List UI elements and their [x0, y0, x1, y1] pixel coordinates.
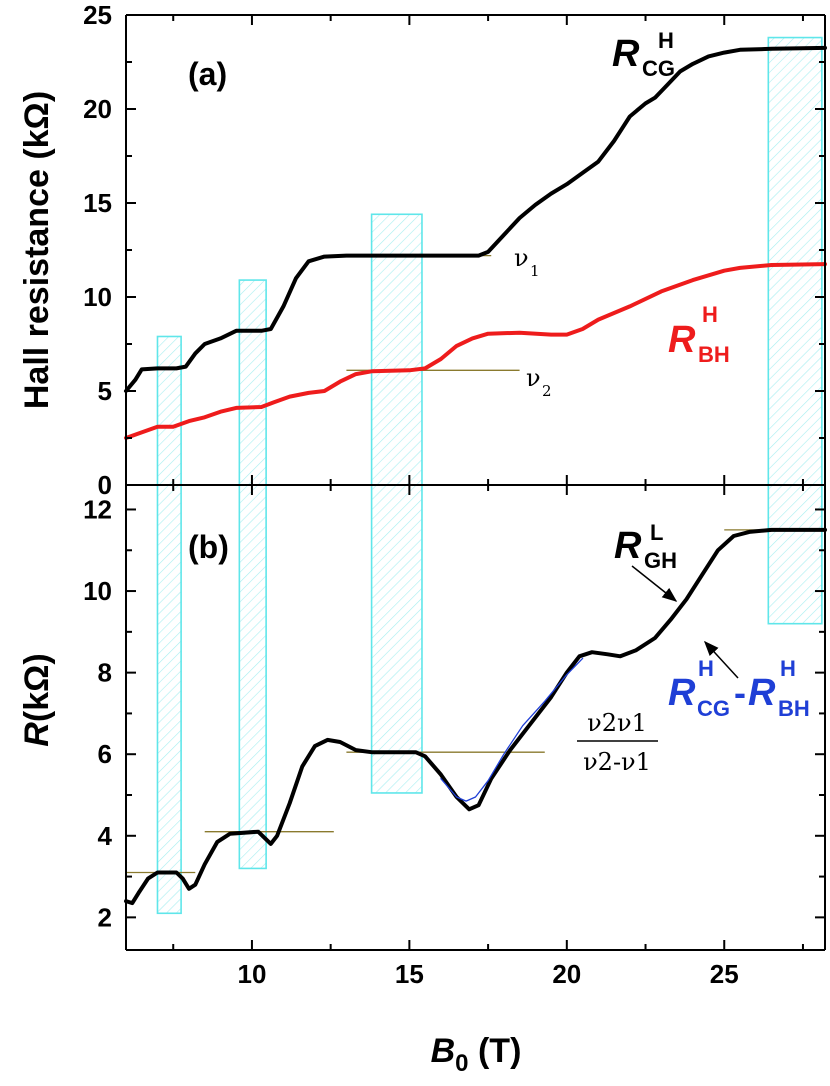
x-axis-title: B0 (T)	[431, 1032, 522, 1077]
arrow-r-gh-l	[631, 565, 678, 602]
label-nu2-main: ν	[526, 364, 541, 392]
label-r-bh-h: R BH H	[668, 302, 730, 367]
label-r-cg-minus-r-bh: R CG H - R BH H	[668, 656, 810, 721]
label-rbh-sub: BH	[778, 696, 810, 721]
label-r-gh-l-sub: GH	[644, 548, 677, 573]
label-r-cg-h-sub: CG	[642, 56, 675, 81]
y-tick-label-1-6: 6	[98, 739, 112, 769]
label-r-gh-l-main: R	[614, 525, 642, 567]
label-r-bh-h-sup: H	[702, 302, 718, 327]
series-line-0-0	[124, 45, 827, 393]
panel-b-frame	[125, 484, 826, 951]
y-tick-label-0-5: 5	[98, 376, 112, 406]
label-r-gh-l: R GH L	[614, 520, 677, 573]
series-line-1-0	[124, 527, 827, 906]
y-tick-label-1-4: 4	[98, 821, 113, 851]
label-rbh-main: R	[748, 672, 776, 714]
data-curves	[124, 45, 827, 906]
label-r-bh-h-sub: BH	[698, 342, 730, 367]
y-tick-label-1-2: 2	[98, 902, 112, 932]
hatched-box-2	[370, 213, 423, 794]
label-rbh-sup: H	[780, 656, 796, 681]
label-rcg-sup: H	[698, 656, 714, 681]
label-rcg-sub: CG	[697, 696, 730, 721]
label-r-cg-h-sup: H	[658, 28, 674, 53]
label-nu2-sub: 2	[542, 382, 552, 400]
y-axis-title-a: Hall resistance (kΩ)	[18, 91, 56, 409]
label-nu1: ν 1	[514, 244, 540, 280]
hatched-box-1	[238, 279, 267, 870]
label-nu1-sub: 1	[530, 262, 540, 280]
series-line-0-1	[124, 262, 827, 440]
hatched-box-3	[767, 36, 823, 625]
y-tick-label-1-8: 8	[98, 658, 112, 688]
y-tick-label-0-15: 15	[83, 188, 112, 218]
formula-numerator: ν2ν1	[587, 709, 647, 737]
panel-a-frame	[125, 14, 826, 485]
y-tick-label-0-25: 25	[83, 0, 112, 30]
label-r-cg-h-main: R	[612, 33, 640, 75]
formula-denominator: ν2-ν1	[583, 748, 651, 776]
x-tick-label-25: 25	[710, 959, 739, 989]
panel-label-a: (a)	[188, 56, 227, 92]
series-line-1-1	[440, 657, 584, 802]
y-tick-label-0-0: 0	[98, 470, 112, 500]
y-tick-label-1-12: 12	[83, 494, 112, 524]
x-tick-label-10: 10	[237, 959, 266, 989]
hatched-boxes	[156, 36, 823, 915]
y-tick-label-0-20: 20	[83, 94, 112, 124]
label-nu1-main: ν	[514, 244, 529, 272]
formula-nu: ν2ν1 ν2-ν1	[577, 709, 658, 776]
arrow-r-cg-minus-r-bh	[703, 640, 739, 679]
label-rcg-main: R	[668, 672, 696, 714]
x-tick-label-15: 15	[395, 959, 424, 989]
label-nu2: ν 2	[526, 364, 552, 400]
label-minus: -	[734, 672, 746, 713]
panel-label-b: (b)	[188, 529, 229, 565]
y-tick-label-0-10: 10	[83, 282, 112, 312]
label-r-cg-h: R CG H	[612, 28, 675, 81]
label-r-bh-h-main: R	[668, 319, 696, 361]
x-tick-label-20: 20	[552, 959, 581, 989]
y-axis-title-b: R(kΩ)	[18, 653, 56, 746]
hatched-box-0	[156, 335, 182, 915]
y-tick-label-1-10: 10	[83, 576, 112, 606]
label-r-gh-l-sup: L	[650, 520, 663, 545]
